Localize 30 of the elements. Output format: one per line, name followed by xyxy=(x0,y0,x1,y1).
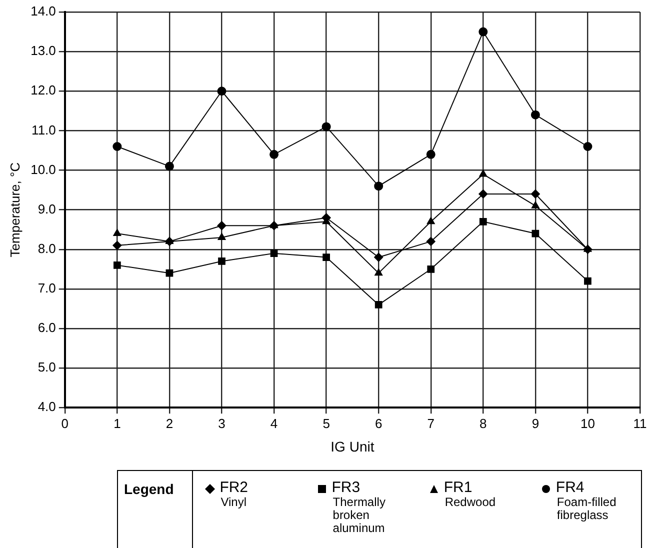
legend-label: FR3 Thermally broken aluminum xyxy=(332,479,386,535)
y-tick-label: 10.0 xyxy=(30,162,56,177)
y-tick-label: 7.0 xyxy=(38,280,56,296)
x-tick-label: 6 xyxy=(374,416,382,431)
legend-label: FR2 Vinyl xyxy=(220,479,250,509)
legend-label: FR1 Redwood xyxy=(444,479,497,509)
y-tick-label: 12.0 xyxy=(30,82,56,98)
y-tick-label: 8.0 xyxy=(38,240,56,256)
y-tick-label: 11.0 xyxy=(32,122,56,138)
y-tick-label: 13.0 xyxy=(30,43,56,58)
x-tick-label: 8 xyxy=(480,416,487,431)
y-tick-label: 4.0 xyxy=(38,399,56,414)
y-tick-label: 14.0 xyxy=(30,4,56,19)
x-tick-label: 0 xyxy=(61,416,69,431)
x-tick-label: 11 xyxy=(633,416,647,431)
x-tick-label: 2 xyxy=(166,416,174,431)
x-tick-label: 3 xyxy=(218,416,226,431)
x-tick-label: 9 xyxy=(532,416,540,431)
x-tick-label: 1 xyxy=(114,416,121,431)
y-tick-label: 9.0 xyxy=(38,201,56,216)
y-axis-title: Temperature, °C xyxy=(7,162,22,258)
x-axis-title: IG Unit xyxy=(330,438,374,454)
y-tick-label: 5.0 xyxy=(38,360,56,375)
x-tick-label: 5 xyxy=(322,416,330,431)
legend-label: FR4 Foam-filled fibreglass xyxy=(556,479,618,522)
y-tick-label: 6.0 xyxy=(38,320,56,336)
x-tick-label: 4 xyxy=(270,416,278,431)
legend-title: Legend xyxy=(118,471,193,548)
x-tick-label: 10 xyxy=(580,416,595,431)
x-tick-label: 7 xyxy=(427,416,434,431)
